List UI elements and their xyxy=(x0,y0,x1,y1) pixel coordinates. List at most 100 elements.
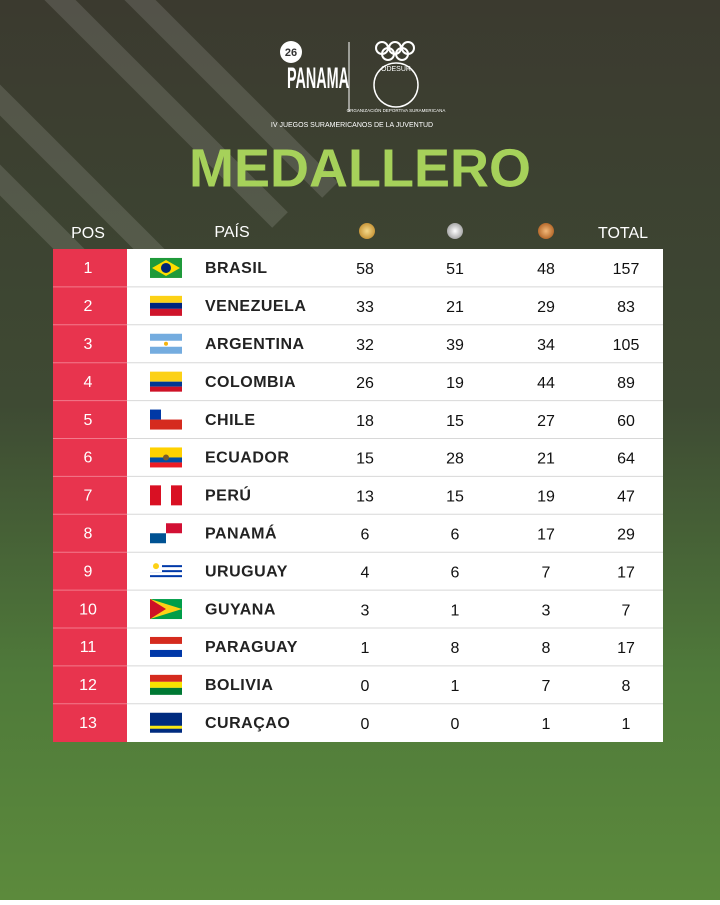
country-name: ECUADOR xyxy=(205,450,289,467)
bronze-count: 3 xyxy=(542,602,551,619)
country-name: ARGENTINA xyxy=(205,336,305,353)
position: 11 xyxy=(80,639,97,656)
gold-count: 26 xyxy=(356,375,374,392)
bronze-count: 44 xyxy=(537,375,555,392)
column-header: PAÍS xyxy=(214,222,249,241)
position: 13 xyxy=(79,715,97,732)
position: 5 xyxy=(84,412,93,429)
gold-count: 3 xyxy=(361,602,370,619)
gold-count: 58 xyxy=(356,261,374,278)
country-name: URUGUAY xyxy=(205,563,288,580)
position: 10 xyxy=(79,601,97,618)
org: ODESUR xyxy=(381,66,411,73)
country-name: VENEZUELA xyxy=(205,298,306,315)
bronze-count: 1 xyxy=(542,716,551,733)
gold-count: 15 xyxy=(356,451,374,468)
silver-count: 15 xyxy=(446,413,464,430)
silver-count: 0 xyxy=(451,716,460,733)
country-name: PANAMÁ xyxy=(205,523,277,542)
flag xyxy=(150,674,182,695)
flag xyxy=(150,295,182,316)
silver-count: 51 xyxy=(446,261,464,278)
total-count: 60 xyxy=(617,413,635,430)
bronze-count: 8 xyxy=(542,640,551,657)
gold-count: 32 xyxy=(356,337,374,354)
flag xyxy=(150,257,182,278)
total-count: 64 xyxy=(617,451,635,468)
pos-column xyxy=(53,249,127,742)
logo-word: PANAMA xyxy=(287,62,349,95)
gold-count: 4 xyxy=(361,564,370,581)
gold-count: 0 xyxy=(361,716,370,733)
country-name: CHILE xyxy=(205,412,256,429)
org-full: ORGANIZACIÓN DEPORTIVA SURAMERICANA xyxy=(347,107,446,113)
total-count: 1 xyxy=(622,716,631,733)
column-header: TOTAL xyxy=(598,225,648,242)
flag xyxy=(150,561,182,582)
silver-medal-icon xyxy=(447,223,463,239)
silver-count: 6 xyxy=(451,526,460,543)
country-name: PERÚ xyxy=(205,486,251,505)
total-count: 157 xyxy=(613,261,640,278)
silver-count: 39 xyxy=(446,337,464,354)
position: 3 xyxy=(84,336,93,353)
gold-count: 18 xyxy=(356,413,374,430)
gold-medal-icon xyxy=(359,223,375,239)
flag xyxy=(150,447,182,468)
country-name: BOLIVIA xyxy=(205,677,273,694)
flag xyxy=(150,409,182,430)
total-count: 105 xyxy=(613,337,640,354)
silver-count: 8 xyxy=(451,640,460,657)
silver-count: 6 xyxy=(451,564,460,581)
gold-count: 33 xyxy=(356,299,374,316)
games-name: IV JUEGOS SURAMERICANOS DE LA JUVENTUD xyxy=(271,122,433,129)
org-circle xyxy=(373,62,419,108)
total-count: 47 xyxy=(617,489,635,506)
flag xyxy=(150,371,182,392)
rings xyxy=(375,41,415,61)
total-count: 89 xyxy=(617,375,635,392)
flag xyxy=(150,636,182,657)
total-count: 83 xyxy=(617,299,635,316)
logo-number: 26 xyxy=(285,47,297,59)
country-name: GUYANA xyxy=(205,601,276,618)
country-name: CURAÇAO xyxy=(205,715,290,732)
bronze-count: 29 xyxy=(537,299,555,316)
gold-count: 13 xyxy=(356,489,374,506)
position: 2 xyxy=(84,298,93,315)
silver-count: 21 xyxy=(446,299,464,316)
silver-count: 1 xyxy=(451,602,460,619)
position: 4 xyxy=(84,374,93,391)
bronze-count: 27 xyxy=(537,413,555,430)
bronze-count: 21 xyxy=(537,451,555,468)
logo-badge xyxy=(280,41,302,63)
silver-count: 19 xyxy=(446,375,464,392)
bronze-count: 34 xyxy=(537,337,555,354)
silver-count: 15 xyxy=(446,489,464,506)
silver-count: 28 xyxy=(446,451,464,468)
gold-count: 1 xyxy=(361,640,370,657)
bronze-count: 7 xyxy=(542,564,551,581)
total-count: 17 xyxy=(617,640,635,657)
flag xyxy=(150,523,182,544)
position: 8 xyxy=(84,525,93,542)
flag xyxy=(150,333,182,354)
logo: 26 PANAMA ODESUR ORGANIZACIÓN DEPORTIVA … xyxy=(271,41,446,129)
bronze-medal-icon xyxy=(538,223,554,239)
gold-count: 0 xyxy=(361,678,370,695)
column-header: POS xyxy=(71,225,105,242)
gold-count: 6 xyxy=(361,526,370,543)
bronze-count: 17 xyxy=(537,526,555,543)
country-name: BRASIL xyxy=(205,260,268,277)
flag xyxy=(150,485,182,506)
flag xyxy=(150,599,182,620)
position: 1 xyxy=(84,260,93,277)
country-name: PARAGUAY xyxy=(205,639,298,656)
position: 9 xyxy=(84,563,93,580)
silver-count: 1 xyxy=(451,678,460,695)
position: 6 xyxy=(84,450,93,467)
bronze-count: 19 xyxy=(537,489,555,506)
position: 7 xyxy=(84,488,93,505)
total-count: 7 xyxy=(622,602,631,619)
